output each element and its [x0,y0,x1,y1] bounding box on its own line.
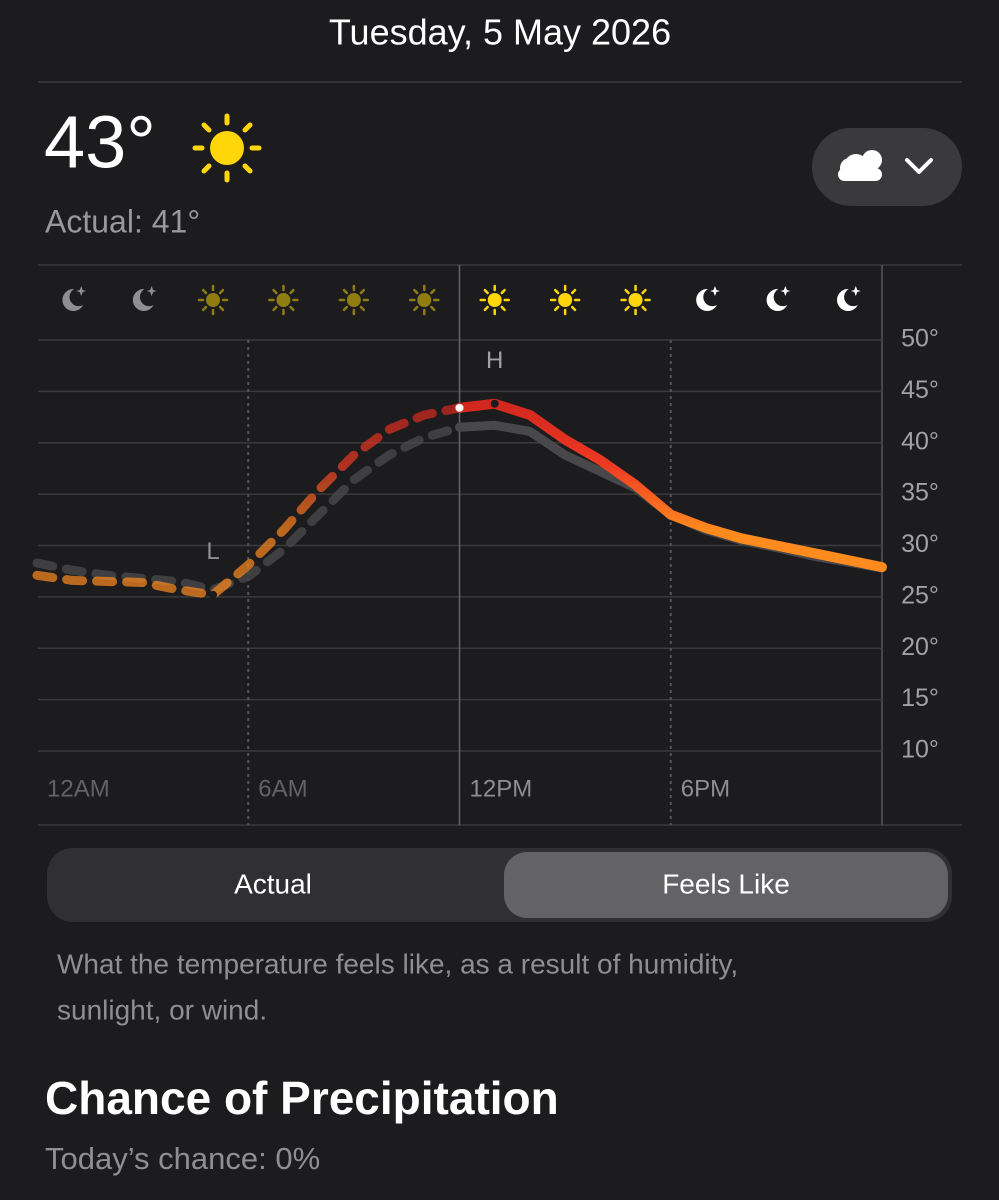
ray [289,288,295,295]
date: Tuesday, 5 May 2026 [329,12,671,53]
x-tick-label: 12AM [47,775,110,802]
hour-icon [132,286,157,311]
ray [500,305,506,312]
sun [276,293,291,307]
current-temperature: 43° [44,101,156,184]
sun [487,293,502,307]
hour-icon [338,284,370,316]
feels-like-tab[interactable] [504,852,948,918]
x-tick-label: 12PM [470,775,533,802]
moon [62,288,84,311]
y-tick-label: 25° [901,581,939,609]
ray [359,305,366,312]
actual-temperature: Actual: 41° [45,203,200,239]
low-label: L [206,538,219,565]
high-label: H [486,347,503,374]
hour-icon [197,284,229,316]
ray [483,305,489,312]
y-tick-label: 10° [901,736,939,764]
ray [570,288,577,295]
y-tick-label: 35° [901,479,939,507]
current-point [455,403,464,412]
hour-icon [837,286,861,311]
ray [218,288,225,295]
star [780,286,791,296]
ray [553,305,560,312]
moon [837,288,858,311]
ray [413,305,419,312]
moon [132,288,154,311]
ray [624,305,630,312]
segmented-control: Actual Feels Like [47,848,952,922]
star [76,286,87,296]
star [850,286,861,296]
ray [553,288,560,295]
y-tick-label: 20° [901,633,939,661]
temperature-line [454,398,887,573]
sun [628,293,643,307]
ray [500,288,506,295]
hour-icon [268,284,299,316]
low-point [209,590,218,599]
ray [342,288,349,295]
actual-tab-label[interactable]: Actual [234,868,312,899]
high-point [490,399,499,408]
sun [346,293,361,307]
temperature-line [32,403,464,600]
ray [272,288,278,295]
hour-icon [766,286,791,311]
ray [570,305,577,312]
moon [696,288,717,311]
y-tick-label: 50° [901,325,939,353]
temperature-chart: 50° 45° 40° 35° 30° 25° 20° 15° 10° 12AM 6AM 12PM 6P… [32,265,939,825]
ray [430,288,436,295]
feels-like-tab-label[interactable]: Feels Like [662,868,790,899]
ray [413,288,419,295]
hour-icon [696,286,720,311]
y-tick-label: 40° [901,427,939,455]
condition-menu[interactable] [812,128,962,206]
description: sunlight, or wind. [57,994,267,1025]
ray [201,305,208,312]
hour-icon [620,284,651,316]
ray [624,288,630,295]
y-tick-label: 45° [901,376,939,404]
star [146,286,157,296]
x-tick-label: 6AM [258,775,307,802]
y-tick-label: 30° [901,530,939,558]
ray [641,305,647,312]
y-tick-label: 15° [901,684,939,712]
ray [201,288,208,295]
sun [206,293,221,307]
moon [766,288,788,311]
description: What the temperature feels like, as a re… [57,948,738,979]
ray [483,288,489,295]
ray [218,305,225,312]
hour-icon [479,284,510,316]
hour-icon [409,284,440,316]
x-tick-label: 6PM [681,775,730,802]
temperature-line [32,422,464,595]
hour-icon [62,286,87,311]
ray [359,288,366,295]
ray [272,305,278,312]
ray [342,305,349,312]
sun [558,293,573,307]
ray [430,305,436,312]
sun [417,293,432,307]
sun-icon [192,113,262,183]
section-subtitle: Today’s chance: 0% [45,1141,320,1176]
star [709,286,720,296]
ray [289,305,295,312]
section-title: Chance of Precipitation [45,1072,559,1124]
ray [641,288,647,295]
hour-icon [549,284,581,316]
